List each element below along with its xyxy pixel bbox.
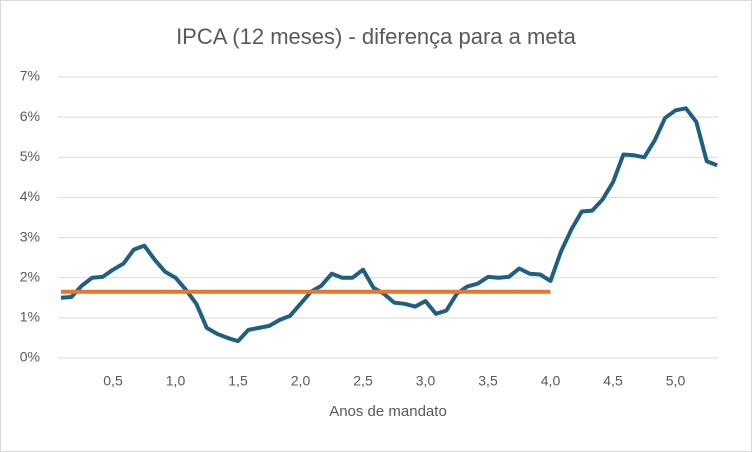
x-tick-label: 3,5 [478,373,498,389]
y-tick-label: 2% [20,268,40,284]
y-tick-label: 7% [20,68,40,84]
chart-title: IPCA (12 meses) - diferença para a meta [176,24,577,49]
x-axis-label: Anos de mandato [329,403,447,420]
x-tick-label: 0,5 [103,373,123,389]
x-tick-label: 1,5 [228,373,248,389]
x-tick-label: 2,5 [353,373,373,389]
series-line [60,106,718,344]
x-tick-label: 2,0 [291,373,311,389]
y-tick-label: 3% [20,228,40,244]
y-tick-label: 0% [20,349,40,365]
x-tick-label: 1,0 [166,373,186,389]
x-tick-label: 5,0 [666,373,686,389]
x-tick-label: 4,5 [603,373,623,389]
x-tick-label: 4,0 [541,373,561,389]
y-tick-label: 1% [20,309,40,325]
y-tick-label: 4% [20,188,40,204]
x-tick-label: 3,0 [416,373,436,389]
y-tick-label: 6% [20,108,40,124]
y-tick-label: 5% [20,148,40,164]
